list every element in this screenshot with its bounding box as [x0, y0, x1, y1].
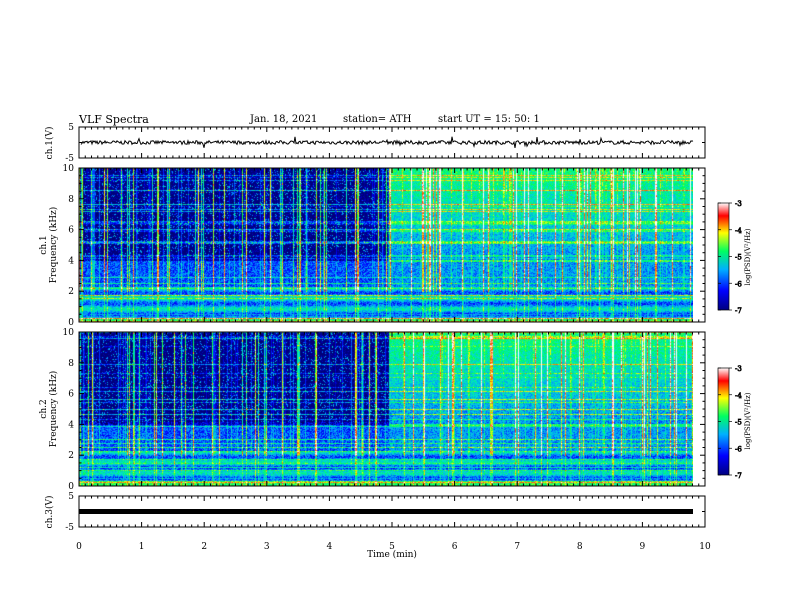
ch1-frequency-axis-label: Frequency (kHz) [48, 207, 59, 284]
y-tick-label: 4 [68, 256, 74, 266]
x-tick-label: 6 [452, 542, 458, 552]
colorbar-tick-label: -4 [735, 392, 742, 400]
ch2-frequency-axis-label: Frequency (kHz) [48, 371, 59, 448]
colorbar-ch2-label: log(PSD)(V²/Hz) [744, 392, 752, 449]
y-tick-label: 5 [68, 492, 74, 502]
y-tick-label: 0 [68, 482, 74, 492]
y-tick-label: 10 [63, 328, 75, 338]
colorbar-ch1-label: log(PSD)(V²/Hz) [744, 228, 752, 285]
colorbar-tick-label: -4 [735, 227, 742, 235]
colorbar-tick-label: -6 [735, 280, 742, 288]
y-tick-label: 8 [68, 359, 74, 369]
start-time-label: start UT = 15: 50: 1 [438, 114, 540, 125]
y-tick-label: 5 [68, 123, 74, 133]
ch1-voltage-axis-label: ch.1(V) [44, 127, 55, 160]
y-tick-label: 2 [68, 287, 74, 297]
y-tick-label: 0 [68, 318, 74, 328]
colorbar-tick-label: -3 [735, 365, 742, 373]
y-tick-label: 8 [68, 195, 74, 205]
time-axis-label: Time (min) [367, 549, 417, 560]
figure-title: VLF Spectra [79, 113, 149, 126]
x-tick-label: 0 [76, 542, 82, 552]
y-tick-label: 2 [68, 451, 74, 461]
colorbar-ch1: -3 -4 -5 -6 -7 log(PSD)(V²/Hz) [717, 200, 752, 315]
spectrogram-ch1 [79, 168, 693, 322]
x-tick-label: 1 [139, 542, 145, 552]
x-tick-label: 9 [640, 542, 646, 552]
x-tick-label: 5 [389, 542, 395, 552]
x-tick-label: 4 [327, 542, 333, 552]
x-tick-label: 7 [514, 542, 520, 552]
ch1-voltage-trace [80, 136, 694, 149]
y-tick-label: 6 [68, 226, 74, 236]
date-label: Jan. 18, 2021 [250, 114, 318, 125]
ch1-channel-label: ch.1 [39, 235, 49, 254]
colorbar-tick-label: -5 [735, 419, 742, 427]
colorbar-ch2: -3 -4 -5 -6 -7 log(PSD)(V²/Hz) [717, 365, 752, 480]
x-tick-label: 10 [699, 542, 711, 552]
colorbar-tick-label: -7 [735, 307, 742, 315]
y-tick-label: 6 [68, 390, 74, 400]
colorbar-tick-label: -7 [735, 472, 742, 480]
y-tick-label: -5 [65, 154, 74, 164]
axis-ticks [78, 126, 706, 528]
y-tick-label: -5 [65, 523, 74, 533]
x-tick-label: 2 [201, 542, 207, 552]
y-tick-label: 10 [63, 164, 75, 174]
station-label: station= ATH [343, 114, 412, 125]
colorbar-tick-label: -5 [735, 254, 742, 262]
x-tick-label: 3 [264, 542, 270, 552]
x-tick-label: 8 [577, 542, 583, 552]
colorbar-tick-label: -3 [735, 200, 742, 208]
spectrogram-ch2 [79, 332, 693, 486]
ch3-voltage-axis-label: ch.3(V) [44, 496, 55, 529]
ch3-voltage-trace [79, 509, 693, 514]
colorbar-tick-label: -6 [735, 445, 742, 453]
y-tick-label: 4 [68, 420, 74, 430]
ch2-channel-label: ch.2 [39, 399, 49, 418]
